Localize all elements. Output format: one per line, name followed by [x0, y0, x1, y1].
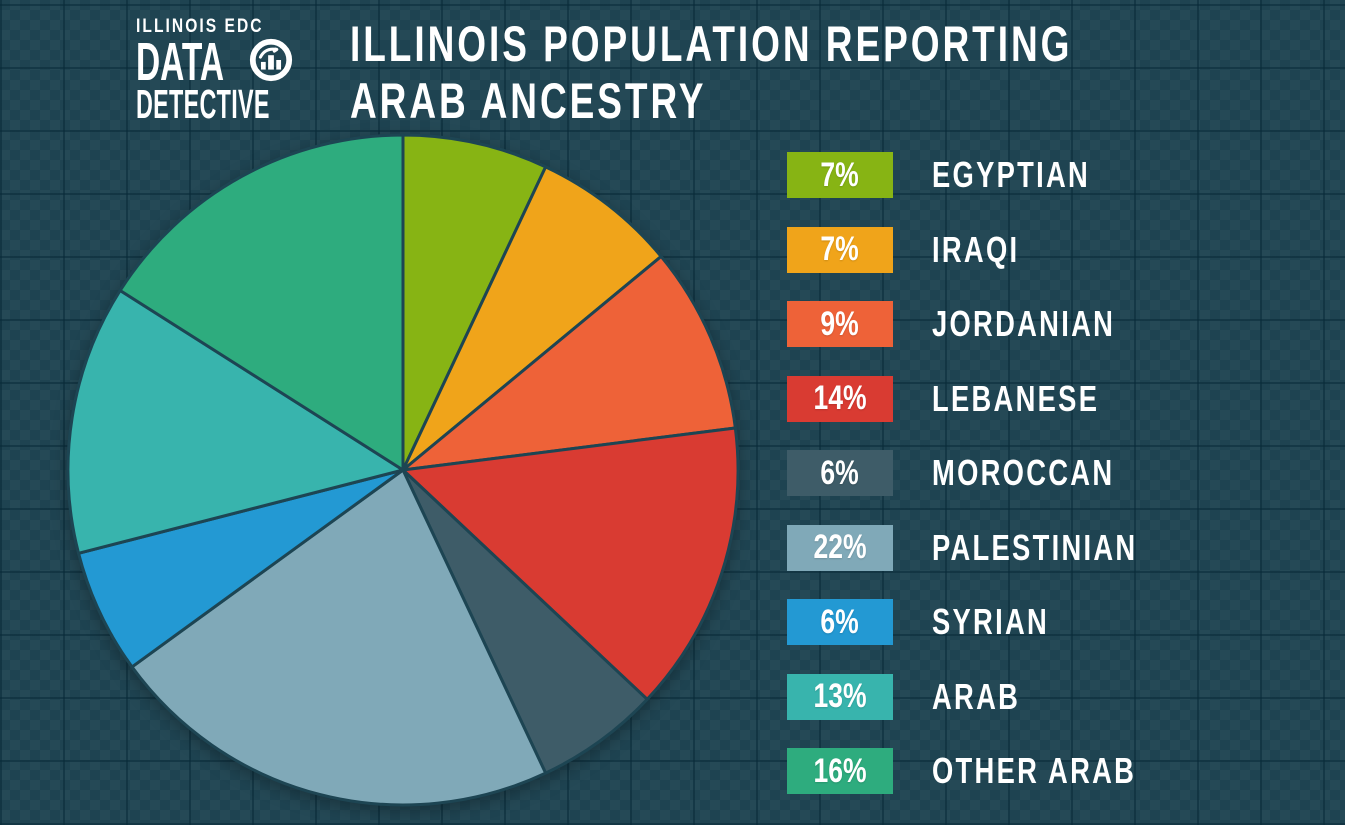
legend-label-other-arab: OTHER ARAB [932, 750, 1137, 791]
legend-label-arab: ARAB [932, 675, 1021, 717]
legend-percent-iraqi: 7% [820, 230, 860, 268]
legend-label-palestinian: PALESTINIAN [932, 526, 1138, 568]
pie-slice-moroccan [401, 468, 649, 775]
logo-detective-text: DETECTIVE [136, 81, 270, 127]
legend-percent-palestinian: 22% [813, 528, 867, 566]
legend-swatch-lebanese: 14% [787, 375, 893, 422]
legend-label-lebanese: LEBANESE [932, 377, 1100, 419]
legend-item-other-arab: 16% OTHER ARAB [787, 748, 1202, 794]
legend-item-jordanian: 9% JORDANIAN [787, 301, 1202, 347]
legend-item-moroccan: 6% MOROCCAN [787, 450, 1202, 496]
pie-slice-palestinian [130, 468, 548, 807]
logo-data-row: DATA [136, 32, 371, 92]
legend-label-syrian: SYRIAN [932, 601, 1050, 642]
legend-swatch-arab: 13% [787, 673, 893, 720]
legend-item-syrian: 6% SYRIAN [787, 599, 1202, 645]
legend-swatch-egyptian: 7% [787, 152, 893, 198]
legend-swatch-jordanian: 9% [787, 301, 893, 347]
legend-item-palestinian: 22% PALESTINIAN [787, 524, 1202, 571]
pie-slice-iraqi [401, 165, 663, 472]
pie-slice-syrian [77, 468, 405, 669]
legend-percent-lebanese: 14% [813, 379, 867, 417]
page-title-line1: ILLINOIS POPULATION REPORTING [350, 16, 1073, 72]
legend-swatch-iraqi: 7% [787, 226, 893, 273]
legend-label-moroccan: MOROCCAN [932, 452, 1115, 493]
legend-item-iraqi: 7% IRAQI [787, 226, 1202, 273]
legend-label-iraqi: IRAQI [932, 228, 1020, 270]
legend-item-lebanese: 14% LEBANESE [787, 375, 1202, 422]
legend-percent-arab: 13% [813, 677, 867, 715]
pie-slice-lebanese [401, 426, 740, 701]
pie-chart [65, 132, 741, 808]
pie-chart-svg [66, 133, 740, 807]
pie-slice-arab [66, 289, 405, 555]
legend-percent-other-arab: 16% [813, 751, 867, 790]
legend-label-egyptian: EGYPTIAN [932, 154, 1091, 195]
pie-slice-jordanian [401, 254, 737, 472]
legend-label-jordanian: JORDANIAN [932, 303, 1116, 344]
legend: 7% EGYPTIAN 7% IRAQI 9% JORDANIAN 14% LEBANESE 6… [787, 152, 1202, 823]
legend-percent-egyptian: 7% [820, 155, 860, 194]
legend-percent-syrian: 6% [820, 602, 860, 641]
legend-swatch-other-arab: 16% [787, 748, 893, 794]
illinois-edc-data-detective-logo: ILLINOIS EDC DATA DETECTIVE [136, 16, 371, 127]
page-title: ILLINOIS POPULATION REPORTING ARAB ANCES… [350, 16, 1072, 130]
legend-item-arab: 13% ARAB [787, 673, 1202, 720]
bar-chart-lens-icon [248, 37, 294, 88]
legend-percent-moroccan: 6% [820, 453, 860, 492]
legend-percent-jordanian: 9% [820, 304, 860, 343]
legend-item-egyptian: 7% EGYPTIAN [787, 152, 1202, 198]
logo-data-text: DATA [136, 32, 225, 92]
page-title-line2: ARAB ANCESTRY [350, 73, 707, 129]
logo-illinois-edc-text: ILLINOIS EDC [136, 16, 264, 37]
legend-swatch-syrian: 6% [787, 599, 893, 645]
pie-slice-egyptian [401, 133, 548, 472]
pie-slice-other-arab [118, 133, 405, 472]
legend-swatch-palestinian: 22% [787, 524, 893, 571]
legend-swatch-moroccan: 6% [787, 450, 893, 496]
